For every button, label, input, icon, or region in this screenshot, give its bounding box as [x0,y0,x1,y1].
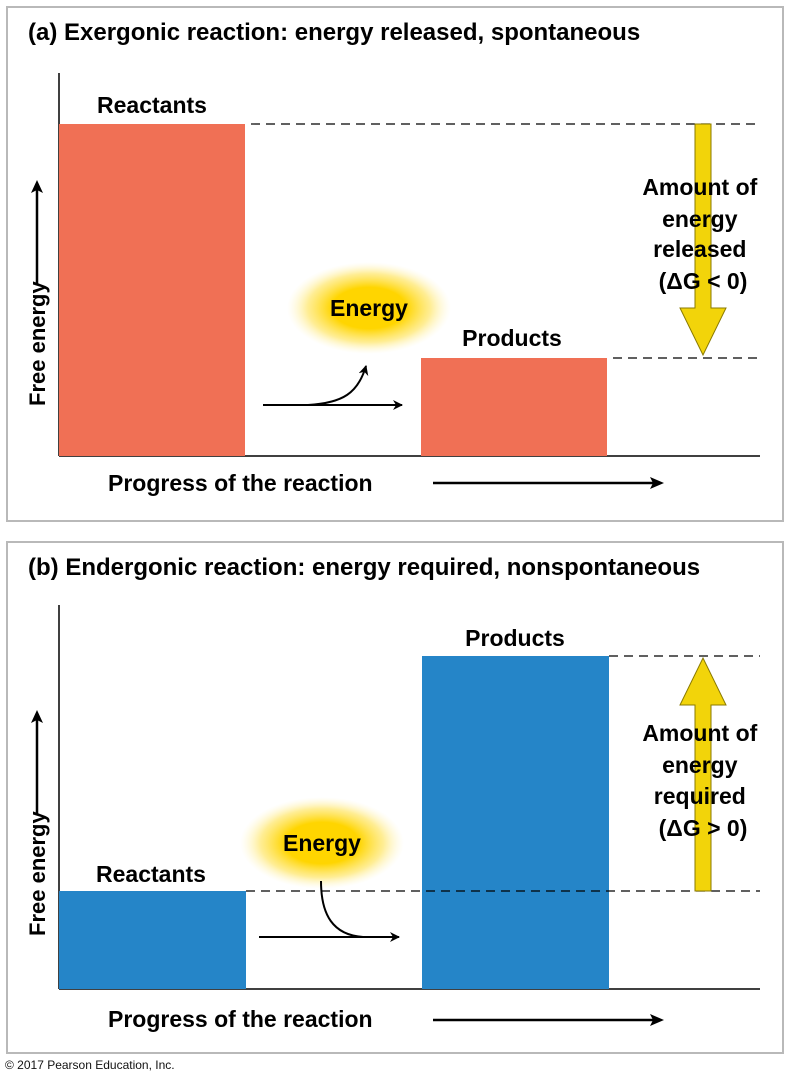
x-axis-label: Progress of the reaction [108,1006,373,1032]
reactants-label: Reactants [96,861,206,887]
y-axis-label: Free energy [25,811,50,936]
reactants-bar [59,124,245,456]
panel-title: (a) Exergonic reaction: energy released,… [28,19,641,46]
energy-glow [287,262,451,354]
energy-required-arrow [679,656,727,892]
energy-label: Energy [330,295,408,321]
exergonic-diagram: Free energy Reactants Products Energy Am… [25,73,763,496]
reactants-label: Reactants [97,92,207,118]
endergonic-panel: (b) Endergonic reaction: energy required… [6,541,784,1054]
reactants-bar [59,891,246,989]
products-label: Products [465,625,565,651]
exergonic-panel: (a) Exergonic reaction: energy released,… [6,6,784,522]
energy-glow [240,797,404,889]
endergonic-diagram: Free energy Reactants Products Energy Am… [25,605,763,1032]
y-axis-arrowhead [31,180,43,193]
energy-input-arrow [320,880,364,938]
energy-released-arrow [679,123,727,357]
copyright-notice: © 2017 Pearson Education, Inc. [5,1058,175,1072]
energy-label: Energy [283,830,361,856]
x-axis-arrowhead [650,1014,664,1026]
panel-title: (b) Endergonic reaction: energy required… [28,554,701,581]
x-axis-arrowhead [650,477,664,489]
delta-g-description: Amount of energy required (ΔG > 0) [642,720,763,841]
x-axis-label: Progress of the reaction [108,470,373,496]
y-axis-arrowhead [31,710,43,723]
products-bar [421,358,607,456]
energy-release-arrow [307,365,369,406]
delta-g-description: Amount of energy released (ΔG < 0) [642,174,763,294]
y-axis-label: Free energy [25,281,50,406]
products-label: Products [462,325,562,351]
products-bar [422,656,609,989]
